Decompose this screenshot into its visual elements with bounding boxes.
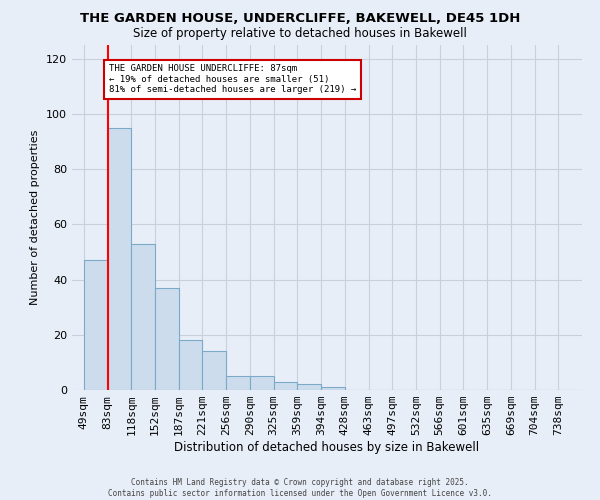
Bar [107, 128, 131, 390]
Bar [84, 260, 107, 390]
Bar [321, 387, 345, 390]
Bar [202, 352, 226, 390]
Bar [298, 384, 321, 390]
Text: THE GARDEN HOUSE UNDERCLIFFE: 87sqm
← 19% of detached houses are smaller (51)
81: THE GARDEN HOUSE UNDERCLIFFE: 87sqm ← 19… [109, 64, 356, 94]
Text: Contains HM Land Registry data © Crown copyright and database right 2025.
Contai: Contains HM Land Registry data © Crown c… [108, 478, 492, 498]
Bar [250, 376, 274, 390]
Text: Size of property relative to detached houses in Bakewell: Size of property relative to detached ho… [133, 28, 467, 40]
Bar [274, 382, 298, 390]
Bar [155, 288, 179, 390]
Bar [226, 376, 250, 390]
Bar [179, 340, 202, 390]
Bar [131, 244, 155, 390]
Y-axis label: Number of detached properties: Number of detached properties [31, 130, 40, 305]
X-axis label: Distribution of detached houses by size in Bakewell: Distribution of detached houses by size … [175, 441, 479, 454]
Text: THE GARDEN HOUSE, UNDERCLIFFE, BAKEWELL, DE45 1DH: THE GARDEN HOUSE, UNDERCLIFFE, BAKEWELL,… [80, 12, 520, 26]
